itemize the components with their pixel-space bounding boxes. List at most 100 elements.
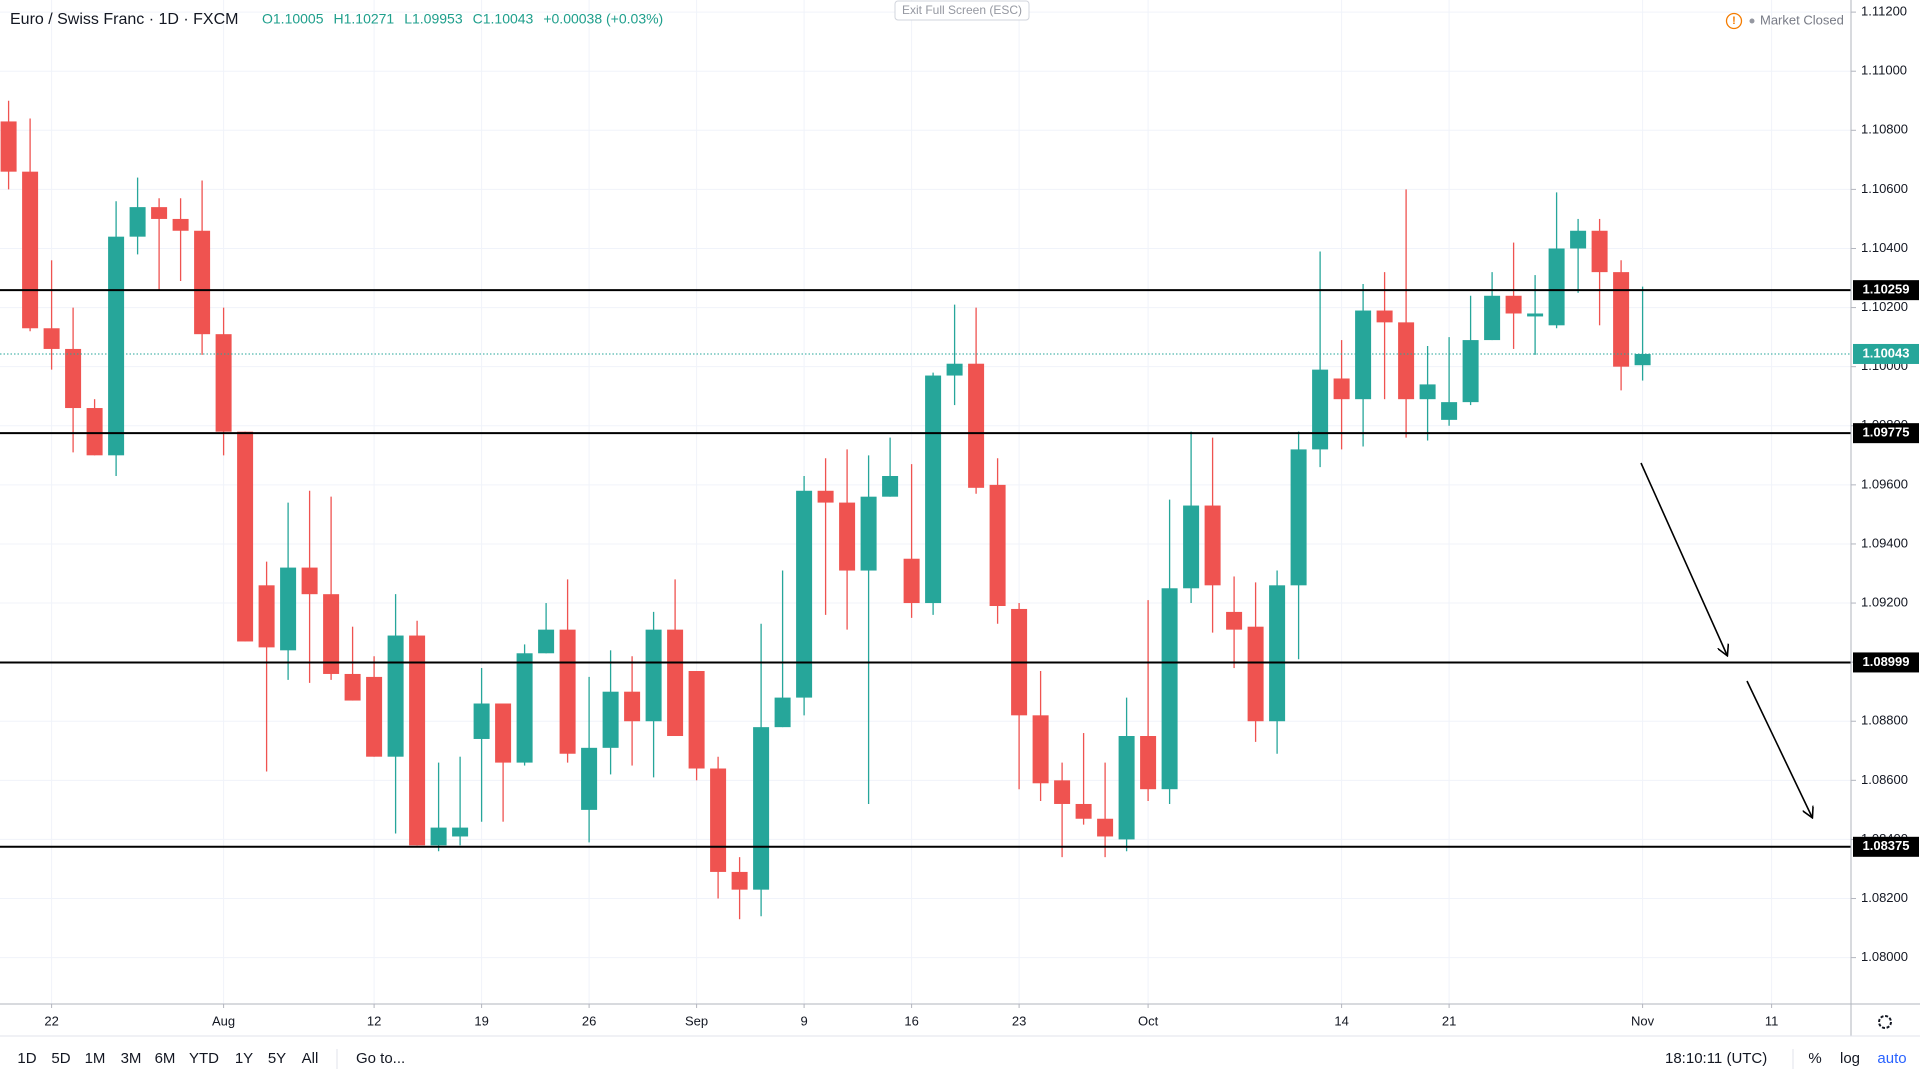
level-label: 1.08375 <box>1863 838 1910 853</box>
candle-body <box>452 827 469 837</box>
candle-body <box>925 375 942 604</box>
candle-body <box>1484 295 1501 341</box>
x-tick-label: 21 <box>1442 1013 1456 1028</box>
scale-option[interactable]: log <box>1840 1050 1860 1067</box>
drawing-arrow <box>1640 462 1727 655</box>
clock: 18:10:11 (UTC) <box>1665 1050 1767 1067</box>
candle-body <box>1183 505 1200 589</box>
last-price-box <box>1853 343 1919 364</box>
candle-body <box>1333 378 1350 400</box>
candle-body <box>753 727 770 890</box>
candle-body <box>172 218 189 231</box>
range-button[interactable]: 1D <box>17 1050 36 1067</box>
x-tick-label: 9 <box>800 1013 807 1028</box>
x-tick-label: Oct <box>1138 1013 1159 1028</box>
x-tick-label: 16 <box>904 1013 918 1028</box>
market-status: Market Closed <box>1760 12 1844 27</box>
x-tick-label: 22 <box>44 1013 58 1028</box>
range-button[interactable]: 1M <box>85 1050 106 1067</box>
candle-body <box>774 697 791 728</box>
ohlc-value: L1.09953 <box>404 11 463 27</box>
candle-body <box>860 496 877 571</box>
y-tick-label: 1.11000 <box>1861 63 1907 78</box>
candle-body <box>366 676 383 757</box>
candle-body <box>516 653 533 763</box>
ohlc-value: H1.10271 <box>334 11 395 27</box>
candle-body <box>624 691 641 722</box>
level-label-box <box>1853 280 1919 301</box>
y-tick-label: 1.08200 <box>1861 890 1908 905</box>
range-button[interactable]: YTD <box>189 1050 219 1067</box>
candle-body <box>1505 295 1522 314</box>
x-tick-label: Nov <box>1631 1013 1655 1028</box>
range-button[interactable]: 3M <box>121 1050 142 1067</box>
candle-body <box>1161 588 1178 790</box>
candle-body <box>968 363 985 488</box>
candle-body <box>903 558 920 604</box>
candle-body <box>946 363 963 376</box>
range-button[interactable]: All <box>302 1050 319 1067</box>
candle-body <box>409 635 426 846</box>
candle-body <box>430 827 447 846</box>
y-tick-label: 1.08000 <box>1861 949 1908 964</box>
settings-icon[interactable] <box>1878 1015 1892 1029</box>
warning-icon-mark: ! <box>1732 15 1736 27</box>
level-label-box <box>1853 836 1919 857</box>
candle-body <box>559 629 576 754</box>
ohlc-value: C1.10043 <box>473 11 534 27</box>
candle-body <box>731 871 748 890</box>
y-tick-label: 1.10600 <box>1861 181 1908 196</box>
x-tick-label: 23 <box>1012 1013 1026 1028</box>
candle-body <box>387 635 404 757</box>
candle-body <box>1204 505 1221 586</box>
candle-body <box>151 207 168 219</box>
candle-body <box>473 703 490 739</box>
candle-body <box>1032 715 1049 784</box>
y-tick-label: 1.08600 <box>1861 772 1908 787</box>
candle-body <box>129 207 146 237</box>
range-button[interactable]: 5Y <box>268 1050 286 1067</box>
candle-body <box>1527 313 1544 317</box>
candle-body <box>0 121 17 172</box>
x-tick-label: 11 <box>1765 1013 1779 1028</box>
candle-body <box>710 768 727 872</box>
candle-body <box>280 567 297 651</box>
candle-body <box>1634 353 1651 366</box>
candle-body <box>258 585 275 648</box>
candle-body <box>667 629 684 737</box>
range-button[interactable]: 6M <box>155 1050 176 1067</box>
last-price-label: 1.10043 <box>1863 345 1910 360</box>
candle-body <box>495 703 512 763</box>
y-tick-label: 1.10400 <box>1861 240 1908 255</box>
scale-option[interactable]: auto <box>1877 1050 1906 1067</box>
level-label: 1.09775 <box>1863 425 1910 440</box>
exit-fullscreen-button[interactable] <box>894 0 1030 21</box>
candle-body <box>1462 340 1479 403</box>
range-button[interactable]: 1Y <box>235 1050 253 1067</box>
y-tick-label: 1.09400 <box>1861 535 1908 550</box>
candle-body <box>1290 449 1307 586</box>
candle-body <box>43 328 60 349</box>
candle-body <box>796 490 813 698</box>
scale-option[interactable]: % <box>1808 1050 1821 1067</box>
exit-fullscreen-label[interactable]: Exit Full Screen (ESC) <box>902 3 1022 17</box>
drawing-arrow <box>1746 680 1812 817</box>
candle-body <box>215 334 232 432</box>
candle-body <box>1269 585 1286 722</box>
range-button[interactable]: 5D <box>51 1050 70 1067</box>
candle-body <box>1548 248 1565 326</box>
candle-body <box>1419 384 1436 400</box>
y-tick-label: 1.09600 <box>1861 476 1908 491</box>
level-label-box <box>1853 652 1919 673</box>
y-tick-label: 1.08800 <box>1861 713 1908 728</box>
level-label: 1.08999 <box>1863 654 1910 669</box>
candle-body <box>1591 230 1608 273</box>
ohlc-value: +0.00038 (+0.03%) <box>543 11 663 27</box>
goto-button[interactable]: Go to... <box>356 1050 405 1067</box>
candle-body <box>882 475 899 497</box>
warning-icon[interactable] <box>1725 12 1743 30</box>
candle-body <box>688 671 705 769</box>
status-dot <box>1749 18 1755 24</box>
candle-body <box>1247 626 1264 722</box>
